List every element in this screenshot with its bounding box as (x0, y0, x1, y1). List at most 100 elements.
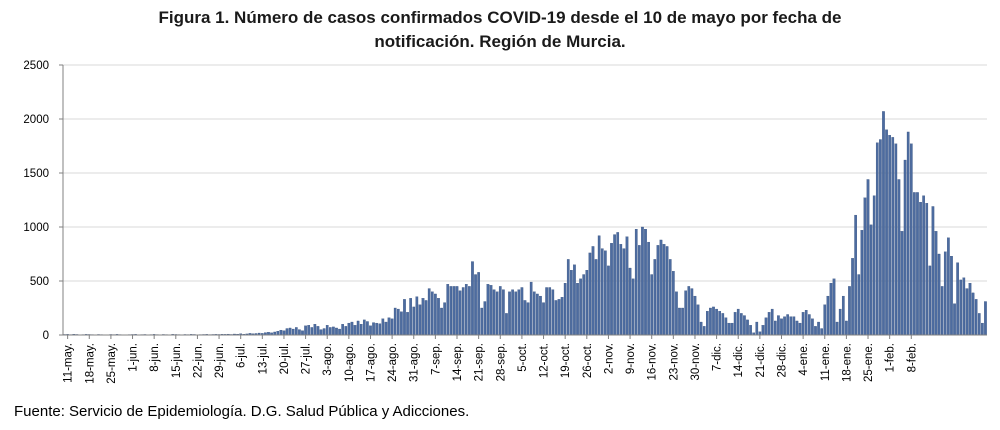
bar (390, 318, 394, 336)
bar (665, 246, 669, 336)
bar (332, 326, 335, 336)
bar (430, 291, 434, 336)
x-tick-label: 19-oct. (560, 343, 572, 378)
bar (848, 286, 851, 336)
bar (641, 226, 644, 336)
bar (325, 325, 329, 336)
bar (279, 329, 283, 336)
x-tick-label: 26-oct. (582, 343, 594, 378)
bar (434, 293, 437, 336)
bar (384, 321, 388, 336)
bar (854, 214, 857, 336)
bar (594, 259, 598, 336)
x-tick-label: 1-feb. (885, 343, 897, 372)
bar (437, 298, 440, 336)
bar (718, 311, 722, 336)
bar (616, 232, 620, 336)
x-tick-label: 8-feb. (906, 343, 918, 372)
bar (943, 251, 947, 336)
bar (316, 326, 320, 336)
bar (659, 239, 663, 336)
bar (931, 206, 935, 336)
bar (409, 298, 412, 336)
bar (916, 192, 919, 336)
x-tick-label: 14-dic. (733, 343, 745, 378)
bar (461, 287, 465, 336)
bar (919, 202, 922, 336)
bar (696, 304, 700, 336)
bar (607, 265, 610, 336)
bar (644, 229, 647, 336)
x-tick-label: 9-nov. (625, 343, 637, 374)
x-tick-label: 7-dic. (712, 343, 724, 371)
bar (393, 307, 397, 336)
bar (823, 304, 827, 336)
x-tick-label: 15-jun. (171, 343, 183, 378)
bar (597, 235, 601, 336)
bar (474, 274, 477, 336)
bar (570, 270, 573, 336)
bar (418, 304, 422, 336)
bar (560, 297, 564, 336)
bar (798, 322, 802, 336)
bar (937, 253, 941, 336)
bar (702, 326, 706, 336)
bar (838, 308, 842, 336)
bar (684, 290, 688, 336)
bar (882, 111, 885, 336)
bar (783, 316, 786, 336)
bar (338, 328, 341, 336)
y-tick-label: 1000 (23, 222, 49, 234)
bar (511, 289, 514, 336)
bar (486, 284, 490, 336)
bar-chart-plot: 0 500 1000 1500 2000 2500 11-may. 18-may. 25-may… (23, 60, 987, 384)
bar (443, 302, 446, 336)
x-tick-label: 24-ago. (387, 343, 399, 382)
bar (628, 267, 632, 336)
bar (897, 179, 901, 336)
x-tick-label: 8-jun. (149, 343, 161, 372)
bar (743, 315, 746, 336)
bar (724, 317, 728, 336)
bar (532, 291, 536, 336)
bar (814, 326, 817, 336)
x-tick-label: 27-jul. (301, 343, 313, 374)
bar (514, 291, 518, 336)
bar (622, 248, 626, 336)
bar (647, 241, 650, 336)
bar (573, 264, 576, 336)
bar (699, 321, 703, 336)
bar (925, 203, 929, 336)
bar (356, 320, 360, 336)
bar (288, 327, 292, 336)
x-tick-label: 30-nov. (690, 343, 702, 381)
bar (730, 322, 734, 336)
x-tick-label: 13-jul. (257, 343, 269, 374)
bar (588, 252, 592, 336)
bar (909, 143, 913, 336)
bar (891, 137, 895, 336)
x-tick-label: 14-sep. (452, 343, 464, 381)
bar (350, 321, 354, 336)
bar (770, 308, 774, 336)
x-tick-label: 22-jun. (192, 343, 204, 378)
bar (557, 299, 561, 336)
bar (396, 308, 400, 336)
y-tick-label: 500 (30, 276, 49, 288)
x-tick-label: 10-ago. (344, 343, 356, 382)
x-tick-label: 23-nov. (668, 343, 680, 381)
bar (903, 159, 907, 336)
bar (940, 286, 944, 336)
bar (653, 259, 657, 336)
bar (347, 322, 351, 336)
bar (455, 286, 459, 336)
bar (656, 245, 660, 336)
bar (879, 139, 882, 336)
bar (412, 306, 416, 336)
bar (672, 271, 675, 336)
bar (869, 224, 873, 336)
x-tick-label: 1-jun. (128, 343, 140, 372)
bar (483, 301, 487, 336)
bar (307, 325, 311, 336)
bar (551, 289, 555, 336)
